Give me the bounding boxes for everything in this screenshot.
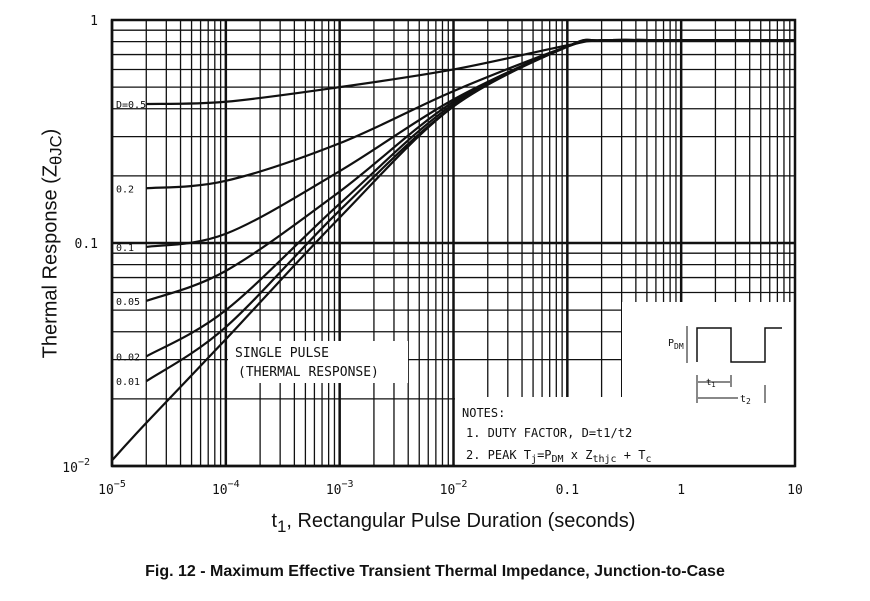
series-line-6 <box>111 38 795 462</box>
figure-caption: Fig. 12 - Maximum Effective Transient Th… <box>145 563 725 580</box>
x-tick-label: 0.1 <box>556 483 579 498</box>
y-tick-label: 10−2 <box>62 457 90 476</box>
series-label: 0.1 <box>116 243 134 254</box>
y-tick-label: 1 <box>90 14 98 29</box>
thermal-response-label: (THERMAL RESPONSE) <box>238 365 379 380</box>
y-tick-label: 0.1 <box>75 237 98 252</box>
y-axis-label: Thermal Response (ZθJC) <box>39 128 66 359</box>
x-tick-label: 10−2 <box>440 479 468 498</box>
pulse-waveform <box>696 327 782 363</box>
x-tick-label: 1 <box>677 483 685 498</box>
pdm-label: PDM <box>668 338 684 351</box>
note-duty-factor: 1. DUTY FACTOR, D=t1/t2 <box>466 426 632 440</box>
x-tick-label: 10−4 <box>212 479 240 498</box>
series-line-2 <box>146 38 795 249</box>
series-label: 0.2 <box>116 184 134 195</box>
series-line-1 <box>146 38 795 190</box>
x-tick-label: 10−3 <box>326 479 354 498</box>
series-line-3 <box>145 38 795 302</box>
x-tick-label: 10 <box>787 483 803 498</box>
series-label: D=0.5 <box>116 100 146 111</box>
t1-label: t1 <box>706 378 716 389</box>
t2-label: t2 <box>740 394 751 406</box>
series-label: 0.01 <box>116 377 140 388</box>
series-label: 0.05 <box>116 297 140 308</box>
x-axis-label: t1, Rectangular Pulse Duration (seconds) <box>271 510 636 536</box>
plot-frame <box>110 18 797 468</box>
x-tick-label: 10−5 <box>98 479 126 498</box>
series-label: 0.02 <box>116 352 140 363</box>
single-pulse-label: SINGLE PULSE <box>235 346 329 361</box>
notes-box <box>455 397 795 466</box>
notes-heading: NOTES: <box>462 406 505 420</box>
single-pulse-label-bg <box>228 341 408 383</box>
